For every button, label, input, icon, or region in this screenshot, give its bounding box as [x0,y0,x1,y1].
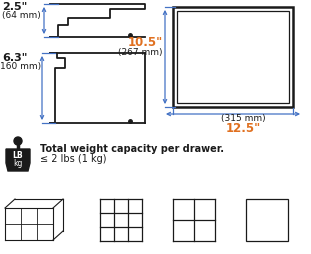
Text: 10.5": 10.5" [128,35,163,48]
Text: (267 mm): (267 mm) [118,47,163,56]
Text: (315 mm): (315 mm) [221,114,265,123]
Text: LB: LB [13,151,23,160]
Bar [246,199,288,241]
Text: 6.3": 6.3" [2,53,27,63]
Text: 160 mm): 160 mm) [0,62,41,71]
Text: 12.5": 12.5" [225,122,261,135]
Text: 2.5": 2.5" [2,2,27,12]
Polygon shape [6,149,30,171]
Text: (64 mm): (64 mm) [2,11,41,20]
Text: ≤ 2 lbs (1 kg): ≤ 2 lbs (1 kg) [40,153,106,163]
Circle shape [14,137,22,146]
Text: kg: kg [13,158,23,167]
Bar [177,12,289,104]
Text: Total weight capacity per drawer.: Total weight capacity per drawer. [40,144,224,153]
Bar [173,8,293,108]
